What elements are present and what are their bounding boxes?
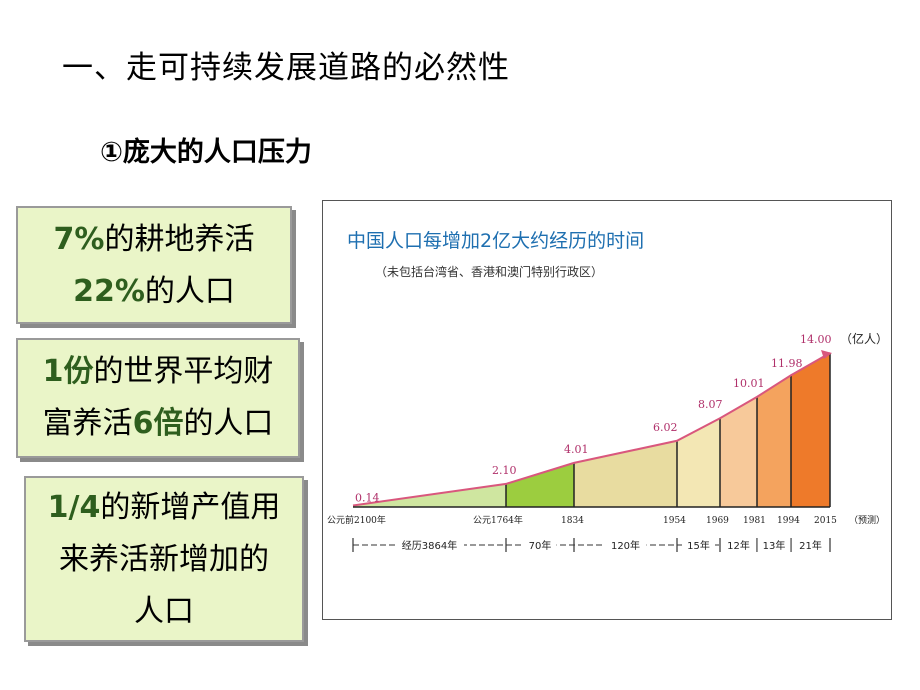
fact-text: 的世界平均财 bbox=[93, 354, 274, 389]
area-segment bbox=[677, 418, 720, 507]
fact-text: 的耕地养活 bbox=[104, 222, 255, 257]
fact-box-output: 1/4的新增产值用来养活新增加的 人口 bbox=[24, 476, 304, 642]
data-value-label: 4.01 bbox=[564, 443, 589, 456]
fact-text: 富养活 bbox=[42, 406, 133, 441]
chart-title: 中国人口每增加2亿大约经历的时间 bbox=[347, 230, 644, 252]
x-tick-label: 公元1764年 bbox=[473, 514, 523, 526]
unit-label: （亿人） bbox=[840, 331, 888, 346]
fact-box-farmland: 7%的耕地养活 22%的人口 bbox=[16, 206, 292, 324]
fact-text: 人口 bbox=[134, 594, 194, 629]
data-value-label: 0.14 bbox=[355, 491, 380, 504]
area-segment bbox=[574, 440, 677, 507]
chart-subtitle: （未包括台湾省、香港和澳门特别行政区） bbox=[375, 264, 603, 279]
x-tick-label: 1834 bbox=[561, 516, 584, 526]
fact-text: 的新增产值用 bbox=[100, 490, 281, 525]
fact-box-line: 富养活6倍的人口 bbox=[18, 398, 298, 450]
interval-label: 12年 bbox=[727, 539, 750, 552]
fact-box-line: 1/4的新增产值用 bbox=[26, 482, 302, 534]
data-value-label: 8.07 bbox=[698, 398, 723, 411]
interval-label-bg bbox=[682, 537, 715, 553]
highlight-text: 1/4 bbox=[47, 490, 101, 525]
interval-label: 13年 bbox=[763, 539, 786, 552]
area-segment bbox=[757, 375, 791, 507]
x-tick-label: 1994 bbox=[777, 516, 800, 526]
fact-box-line: 22%的人口 bbox=[18, 266, 290, 318]
fact-box-line: 人口 bbox=[26, 586, 302, 638]
highlight-text: 22% bbox=[73, 274, 145, 309]
highlight-text: 7% bbox=[53, 222, 105, 257]
highlight-text: 6 bbox=[132, 406, 154, 441]
interval-label-bg bbox=[395, 537, 464, 553]
interval-label-bg bbox=[604, 537, 647, 553]
forecast-label: （预测） bbox=[849, 515, 885, 526]
fact-box-line: 7%的耕地养活 bbox=[18, 214, 290, 266]
highlight-text: 1 bbox=[42, 354, 64, 389]
interval-label-bg bbox=[757, 537, 791, 553]
page-title: 一、走可持续发展道路的必然性 bbox=[62, 50, 510, 86]
interval-label: 经历3864年 bbox=[402, 539, 457, 552]
x-tick-label: 1954 bbox=[663, 516, 686, 526]
fact-text: 的人口 bbox=[183, 406, 274, 441]
x-tick-label: 1969 bbox=[706, 516, 729, 526]
chart-canvas: 中国人口每增加2亿大约经历的时间 （未包括台湾省、香港和澳门特别行政区） 0.14 2… bbox=[327, 230, 888, 553]
x-tick-label: 2015 bbox=[814, 516, 837, 526]
line-arrowhead bbox=[821, 350, 832, 359]
population-chart: 中国人口每增加2亿大约经历的时间 （未包括台湾省、香港和澳门特别行政区） 0.14 2… bbox=[322, 200, 892, 620]
data-value-label: 6.02 bbox=[653, 421, 678, 434]
section-subtitle: ①庞大的人口压力 bbox=[100, 137, 312, 168]
area-segment bbox=[720, 396, 757, 507]
interval-label: 70年 bbox=[529, 539, 552, 552]
interval-label-bg bbox=[523, 537, 557, 553]
interval-label: 15年 bbox=[687, 539, 710, 552]
fact-box-line: 1份的世界平均财 bbox=[18, 346, 298, 398]
highlight-text: 倍 bbox=[153, 406, 184, 441]
fact-text: 来养活新增加的 bbox=[59, 542, 269, 577]
highlight-text: 份 bbox=[63, 354, 94, 389]
x-tick-label: 1981 bbox=[743, 516, 766, 526]
interval-label: 21年 bbox=[799, 539, 822, 552]
data-value-label: 10.01 bbox=[733, 377, 765, 390]
interval-label-bg bbox=[794, 537, 827, 553]
x-tick-label: 公元前2100年 bbox=[327, 514, 386, 526]
interval-label: 120年 bbox=[611, 539, 640, 552]
data-value-label: 2.10 bbox=[492, 464, 517, 477]
data-value-label: 11.98 bbox=[771, 357, 803, 370]
area-segment bbox=[506, 462, 574, 507]
interval-label-bg bbox=[722, 537, 755, 553]
fact-box-wealth: 1份的世界平均财 富养活6倍的人口 bbox=[16, 338, 300, 458]
population-line bbox=[352, 352, 831, 507]
data-value-label: 14.00 bbox=[800, 333, 832, 346]
fact-box-line: 来养活新增加的 bbox=[26, 534, 302, 586]
area-segment bbox=[791, 353, 830, 507]
fact-text: 的人口 bbox=[144, 274, 235, 309]
